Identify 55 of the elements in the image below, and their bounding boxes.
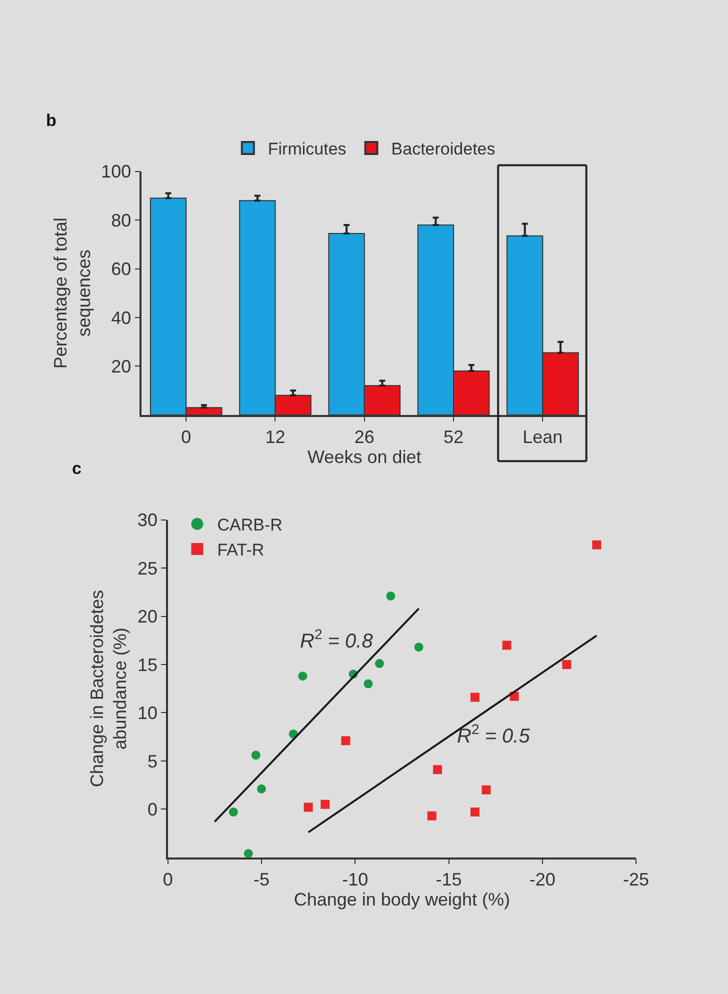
x-tick-label: 26 bbox=[354, 427, 374, 448]
x-axis-title: Weeks on diet bbox=[308, 447, 422, 468]
point bbox=[592, 540, 602, 550]
point bbox=[470, 808, 480, 817]
y-tick-label: 30 bbox=[137, 510, 158, 530]
y-tick-label: 80 bbox=[111, 210, 132, 230]
point bbox=[482, 785, 491, 794]
y-tick-label: 60 bbox=[111, 259, 132, 280]
point bbox=[374, 659, 384, 668]
point bbox=[251, 750, 260, 760]
y-tick-label: 10 bbox=[137, 703, 158, 724]
y-tick-label: 20 bbox=[137, 606, 158, 627]
point bbox=[562, 660, 572, 669]
x-tick-label: Lean bbox=[522, 427, 563, 448]
y-tick-label: 5 bbox=[148, 751, 158, 772]
point bbox=[470, 692, 480, 702]
legend-label: CARB-R bbox=[217, 515, 282, 534]
legend-label: Bacteroidetes bbox=[391, 140, 496, 159]
point bbox=[502, 640, 512, 650]
x-tick-label: -15 bbox=[436, 870, 462, 890]
point bbox=[364, 679, 373, 688]
point bbox=[298, 672, 308, 681]
point bbox=[244, 849, 253, 858]
y-axis-title: Change in Bacteroidetes abundance (%) bbox=[86, 590, 130, 788]
x-tick-label: 52 bbox=[444, 427, 464, 448]
chart-title: c bbox=[72, 459, 82, 478]
point bbox=[433, 765, 442, 774]
point bbox=[320, 800, 330, 809]
x-tick-label: 0 bbox=[162, 870, 173, 890]
point bbox=[414, 642, 424, 652]
point bbox=[427, 811, 436, 820]
point bbox=[386, 592, 396, 601]
annotation: R$^{2}$ = 0.5 bbox=[457, 721, 531, 748]
point bbox=[257, 784, 266, 794]
x-tick-label: 12 bbox=[265, 427, 286, 448]
x-tick-label: -20 bbox=[529, 870, 556, 890]
x-tick-label: -25 bbox=[622, 870, 650, 890]
y-tick-label: 0 bbox=[148, 799, 158, 820]
x-tick-label: -5 bbox=[253, 870, 270, 890]
annotation: R$^{2}$ = 0.8 bbox=[300, 626, 373, 652]
legend-label: Firmicutes bbox=[268, 140, 346, 159]
y-tick-label: 100 bbox=[101, 162, 132, 182]
point bbox=[341, 736, 350, 746]
x-tick-label: -10 bbox=[342, 870, 368, 890]
y-axis-title: Percentage of total sequences bbox=[50, 218, 94, 369]
point bbox=[304, 802, 313, 812]
y-tick-label: 25 bbox=[137, 558, 158, 578]
x-axis-title: Change in body weight (%) bbox=[294, 890, 510, 910]
x-tick-label: 0 bbox=[181, 427, 192, 448]
y-tick-label: 40 bbox=[111, 308, 132, 328]
y-tick-label: 15 bbox=[137, 654, 158, 675]
point bbox=[228, 808, 238, 817]
y-tick-label: 20 bbox=[111, 356, 132, 376]
chart-title: b bbox=[46, 111, 56, 130]
legend-label: FAT-R bbox=[217, 540, 264, 560]
